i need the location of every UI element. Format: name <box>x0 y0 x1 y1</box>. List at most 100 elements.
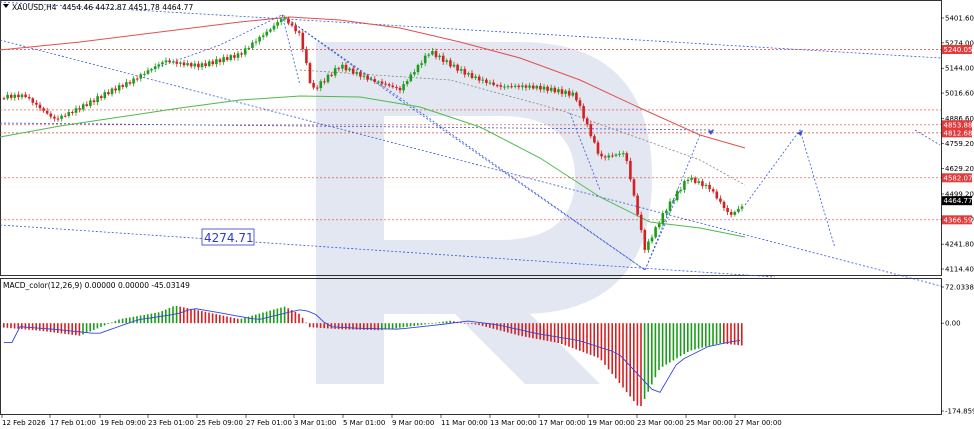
candle-body <box>441 55 445 62</box>
candle-body <box>409 74 413 82</box>
candle-body <box>369 79 373 81</box>
macd-bar <box>114 320 117 324</box>
candle-body <box>125 82 128 87</box>
candle-body <box>265 31 269 36</box>
macd-bar <box>287 308 289 324</box>
macd-bar <box>633 323 635 402</box>
macd-bar <box>708 323 711 346</box>
candle-body <box>193 63 197 67</box>
macd-bar <box>359 323 361 330</box>
candle-body <box>351 68 355 74</box>
candle-body <box>312 82 315 88</box>
macd-bar <box>507 323 509 333</box>
candle-body <box>596 142 600 154</box>
macd-bar <box>564 323 567 346</box>
candle-body <box>456 64 459 71</box>
candle-body <box>668 201 672 211</box>
candle-body <box>236 53 240 58</box>
macd-bar <box>301 317 304 324</box>
candle-body <box>405 81 409 85</box>
macd-bar <box>474 323 477 325</box>
price-tag <box>942 120 972 130</box>
macd-bar <box>370 323 372 330</box>
price-tag-label: 4366.59 <box>944 216 973 224</box>
x-tick-label: 3 Mar 01:00 <box>294 419 336 427</box>
macd-histogram <box>3 305 743 407</box>
macd-bar <box>118 319 120 324</box>
price-tag-label: 4853.88 <box>944 121 973 129</box>
macd-bar <box>661 323 664 367</box>
ohlc-values: 4454.46 4472.87 4451.78 4464.77 <box>62 3 193 12</box>
candle-body <box>294 25 297 32</box>
candle-body <box>643 230 647 250</box>
candle-body <box>56 118 60 120</box>
macd-bar <box>305 322 307 324</box>
macd-bar <box>424 323 426 325</box>
price-tag <box>942 173 972 183</box>
macd-bar <box>640 323 642 407</box>
candle-body <box>488 82 492 84</box>
macd-bar <box>406 323 408 327</box>
dropdown-arrow-icon[interactable] <box>3 4 9 8</box>
candle-body <box>179 62 182 64</box>
candle-body <box>614 154 618 156</box>
candle-body <box>499 85 503 87</box>
candle-body <box>625 153 629 161</box>
candle-body <box>175 61 179 64</box>
macd-bar <box>3 323 5 328</box>
macd-bar <box>39 323 41 331</box>
macd-bar <box>161 311 163 324</box>
candle-body <box>639 214 643 231</box>
last-price-tag <box>942 196 972 206</box>
candle-body <box>567 90 571 96</box>
candle-body <box>481 79 485 81</box>
candle-body <box>114 88 117 91</box>
macd-bar <box>165 309 167 324</box>
candle-body <box>9 94 13 98</box>
macd-bar <box>528 323 531 338</box>
candle-body <box>287 18 290 24</box>
macd-bar <box>391 323 394 329</box>
candle-body <box>654 227 657 238</box>
y-tick-label: 4629.20 <box>945 165 974 173</box>
macd-bar <box>399 323 401 328</box>
candle-body <box>121 85 125 87</box>
candle-body <box>272 25 276 30</box>
candle-body <box>261 35 265 37</box>
candle-body <box>355 72 359 74</box>
candle-body <box>301 32 305 50</box>
candle-body <box>89 100 92 106</box>
candle-body <box>661 213 665 224</box>
arrow-icon <box>708 130 714 135</box>
macd-bar <box>535 323 538 339</box>
candle-body <box>157 64 161 67</box>
candle-body <box>679 189 683 192</box>
macd-bar <box>129 317 131 324</box>
macd-bar <box>550 323 552 342</box>
candle-body <box>647 241 650 250</box>
macd-bar <box>31 323 34 331</box>
candle-body <box>521 85 524 88</box>
macd-bar <box>571 323 574 349</box>
macd-bar <box>222 315 225 324</box>
annotation-box[interactable] <box>201 228 255 246</box>
candle-body <box>531 85 535 89</box>
candle-body <box>182 62 186 66</box>
candle-body <box>315 87 319 89</box>
macd-bar <box>233 317 235 324</box>
candle-body <box>92 100 96 103</box>
candle-body <box>269 29 272 32</box>
candle-body <box>326 74 330 82</box>
macd-bar <box>229 317 232 324</box>
candle-body <box>135 78 139 80</box>
candle-body <box>99 96 103 99</box>
candle-body <box>63 115 67 117</box>
macd-bar <box>647 323 649 392</box>
y-tick-label: 4759.20 <box>945 140 974 148</box>
x-tick-label: 5 Mar 01:00 <box>343 419 385 427</box>
candle-body <box>225 57 229 60</box>
candle-body <box>629 160 632 180</box>
macd-bar <box>442 321 444 324</box>
y-tick-label: 4241.80 <box>945 241 974 249</box>
